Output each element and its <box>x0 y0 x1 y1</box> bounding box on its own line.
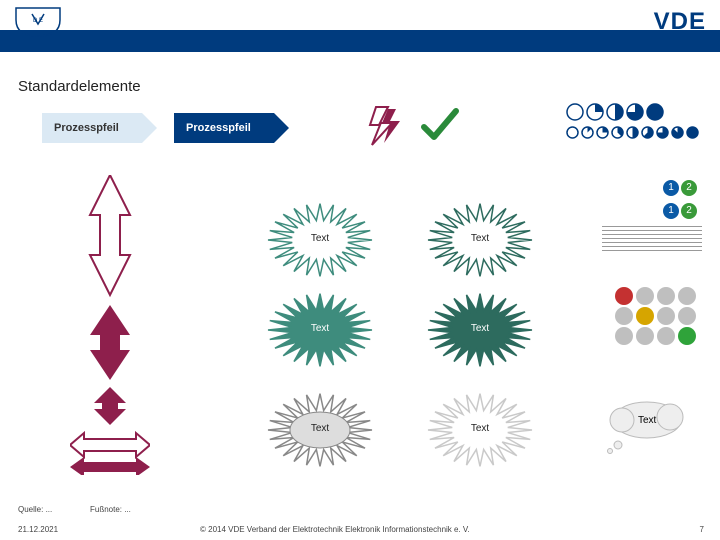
cloud-label: Text <box>638 415 656 426</box>
traffic-light-grid <box>615 285 696 347</box>
footer-footnote: Fußnote: ... <box>90 505 131 514</box>
footer: Quelle: ... Fußnote: ... 21.12.2021 © 20… <box>0 500 720 540</box>
process-arrow-light-label: Prozesspfeil <box>42 113 142 143</box>
footer-date: 21.12.2021 <box>18 525 58 534</box>
thought-cloud: Text <box>602 395 692 460</box>
vde-shield-icon: D E <box>14 6 62 38</box>
header: D E VDE <box>0 0 720 52</box>
lightning-icon <box>362 103 406 147</box>
content-area: Prozesspfeil Prozesspfeil 1212 TextTextT… <box>0 95 720 515</box>
svg-text:D E: D E <box>33 18 43 24</box>
placeholder-lines <box>602 223 702 254</box>
page-title: Standardelemente <box>18 78 720 95</box>
pie-icons <box>565 103 700 144</box>
footer-page: 7 <box>700 525 704 534</box>
process-arrow-dark-label: Prozesspfeil <box>174 113 274 143</box>
footer-copyright: © 2014 VDE Verband der Elektrotechnik El… <box>200 525 470 534</box>
numbered-badges: 1212 <box>662 177 698 223</box>
vertical-arrow-column <box>70 175 150 480</box>
checkmark-icon <box>418 103 462 147</box>
footer-source: Quelle: ... <box>18 505 52 514</box>
process-arrow-dark: Prozesspfeil <box>174 113 274 143</box>
process-arrow-light: Prozesspfeil <box>42 113 142 143</box>
brand-text: VDE <box>654 8 706 36</box>
